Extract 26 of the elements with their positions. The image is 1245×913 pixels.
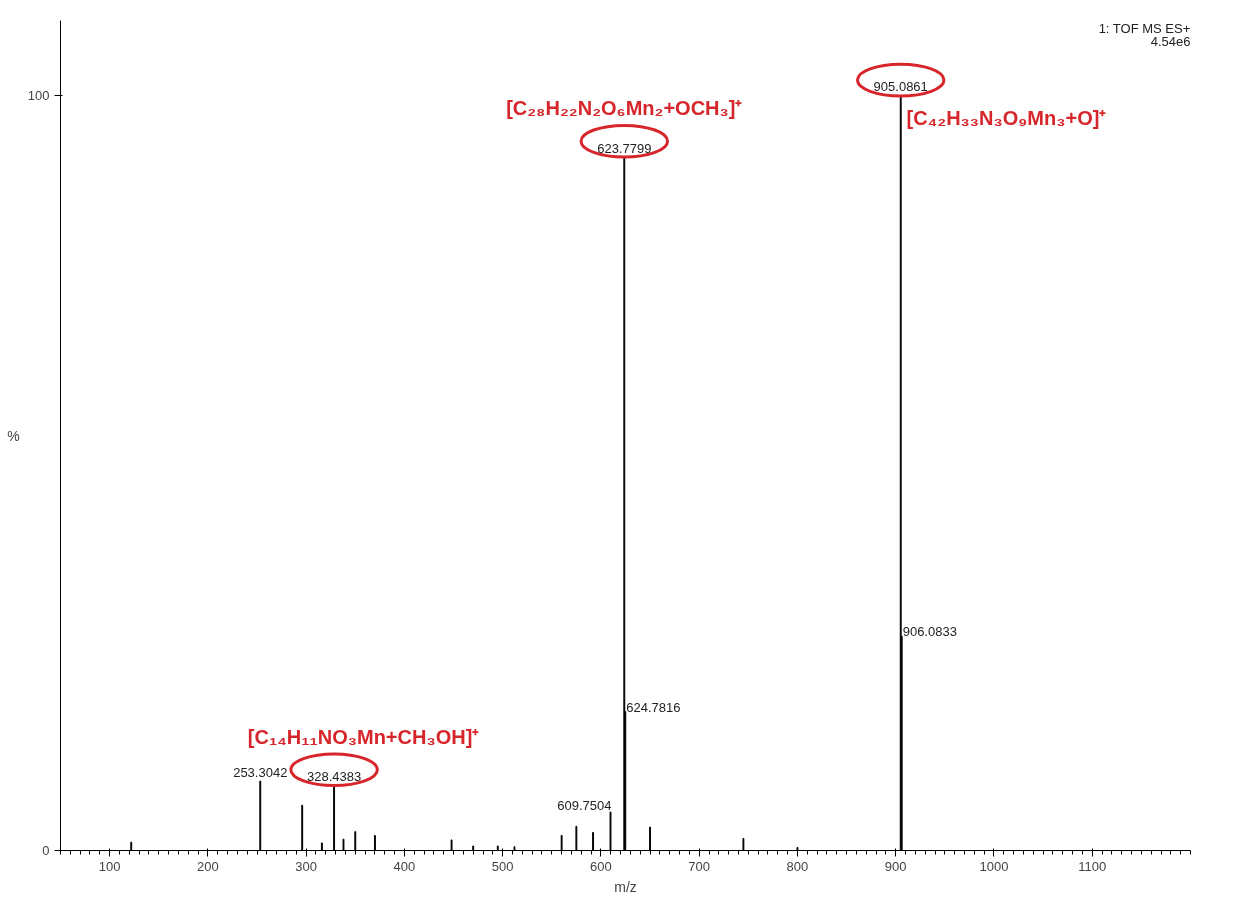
x-tick-label: 900 [884,858,907,874]
x-tick-label: 500 [491,858,514,874]
annotation: 623.7799 [597,140,652,156]
annotation: [C₂₈H₂₂N₂O₆Mn₂+OCH₃]⁺ [506,97,743,120]
x-tick-label: 300 [295,858,318,874]
x-tick-label: 1000 [979,858,1009,874]
annotation: 253.3042 [233,764,288,780]
annotation: [C₁₄H₁₁NO₃Mn+CH₃OH]⁺ [247,725,480,748]
annotation: 905.0861 [873,79,928,95]
annotation: 4.54e6 [1150,33,1191,49]
annotation: 906.0833 [902,624,957,640]
y-tick-label: 0 [42,843,50,858]
x-tick-label: 700 [688,858,711,874]
annotation: 328.4383 [306,769,362,785]
annotation: 624.7816 [626,699,681,715]
x-tick-label: 100 [98,858,121,874]
annotation: 1: TOF MS ES+ [1098,20,1191,36]
x-tick-label: 400 [393,858,416,874]
x-tick-label: 200 [197,858,219,874]
x-tick-label: 600 [590,858,612,874]
annotation: [C₄₂H₃₃N₃O₉Mn₃+O]⁺ [906,107,1107,130]
x-axis-title: m/z [614,878,637,895]
x-tick-label: 800 [786,858,809,874]
annotation: 609.7504 [557,797,612,813]
y-axis-title: % [7,427,20,444]
x-tick-label: 1100 [1078,858,1107,874]
